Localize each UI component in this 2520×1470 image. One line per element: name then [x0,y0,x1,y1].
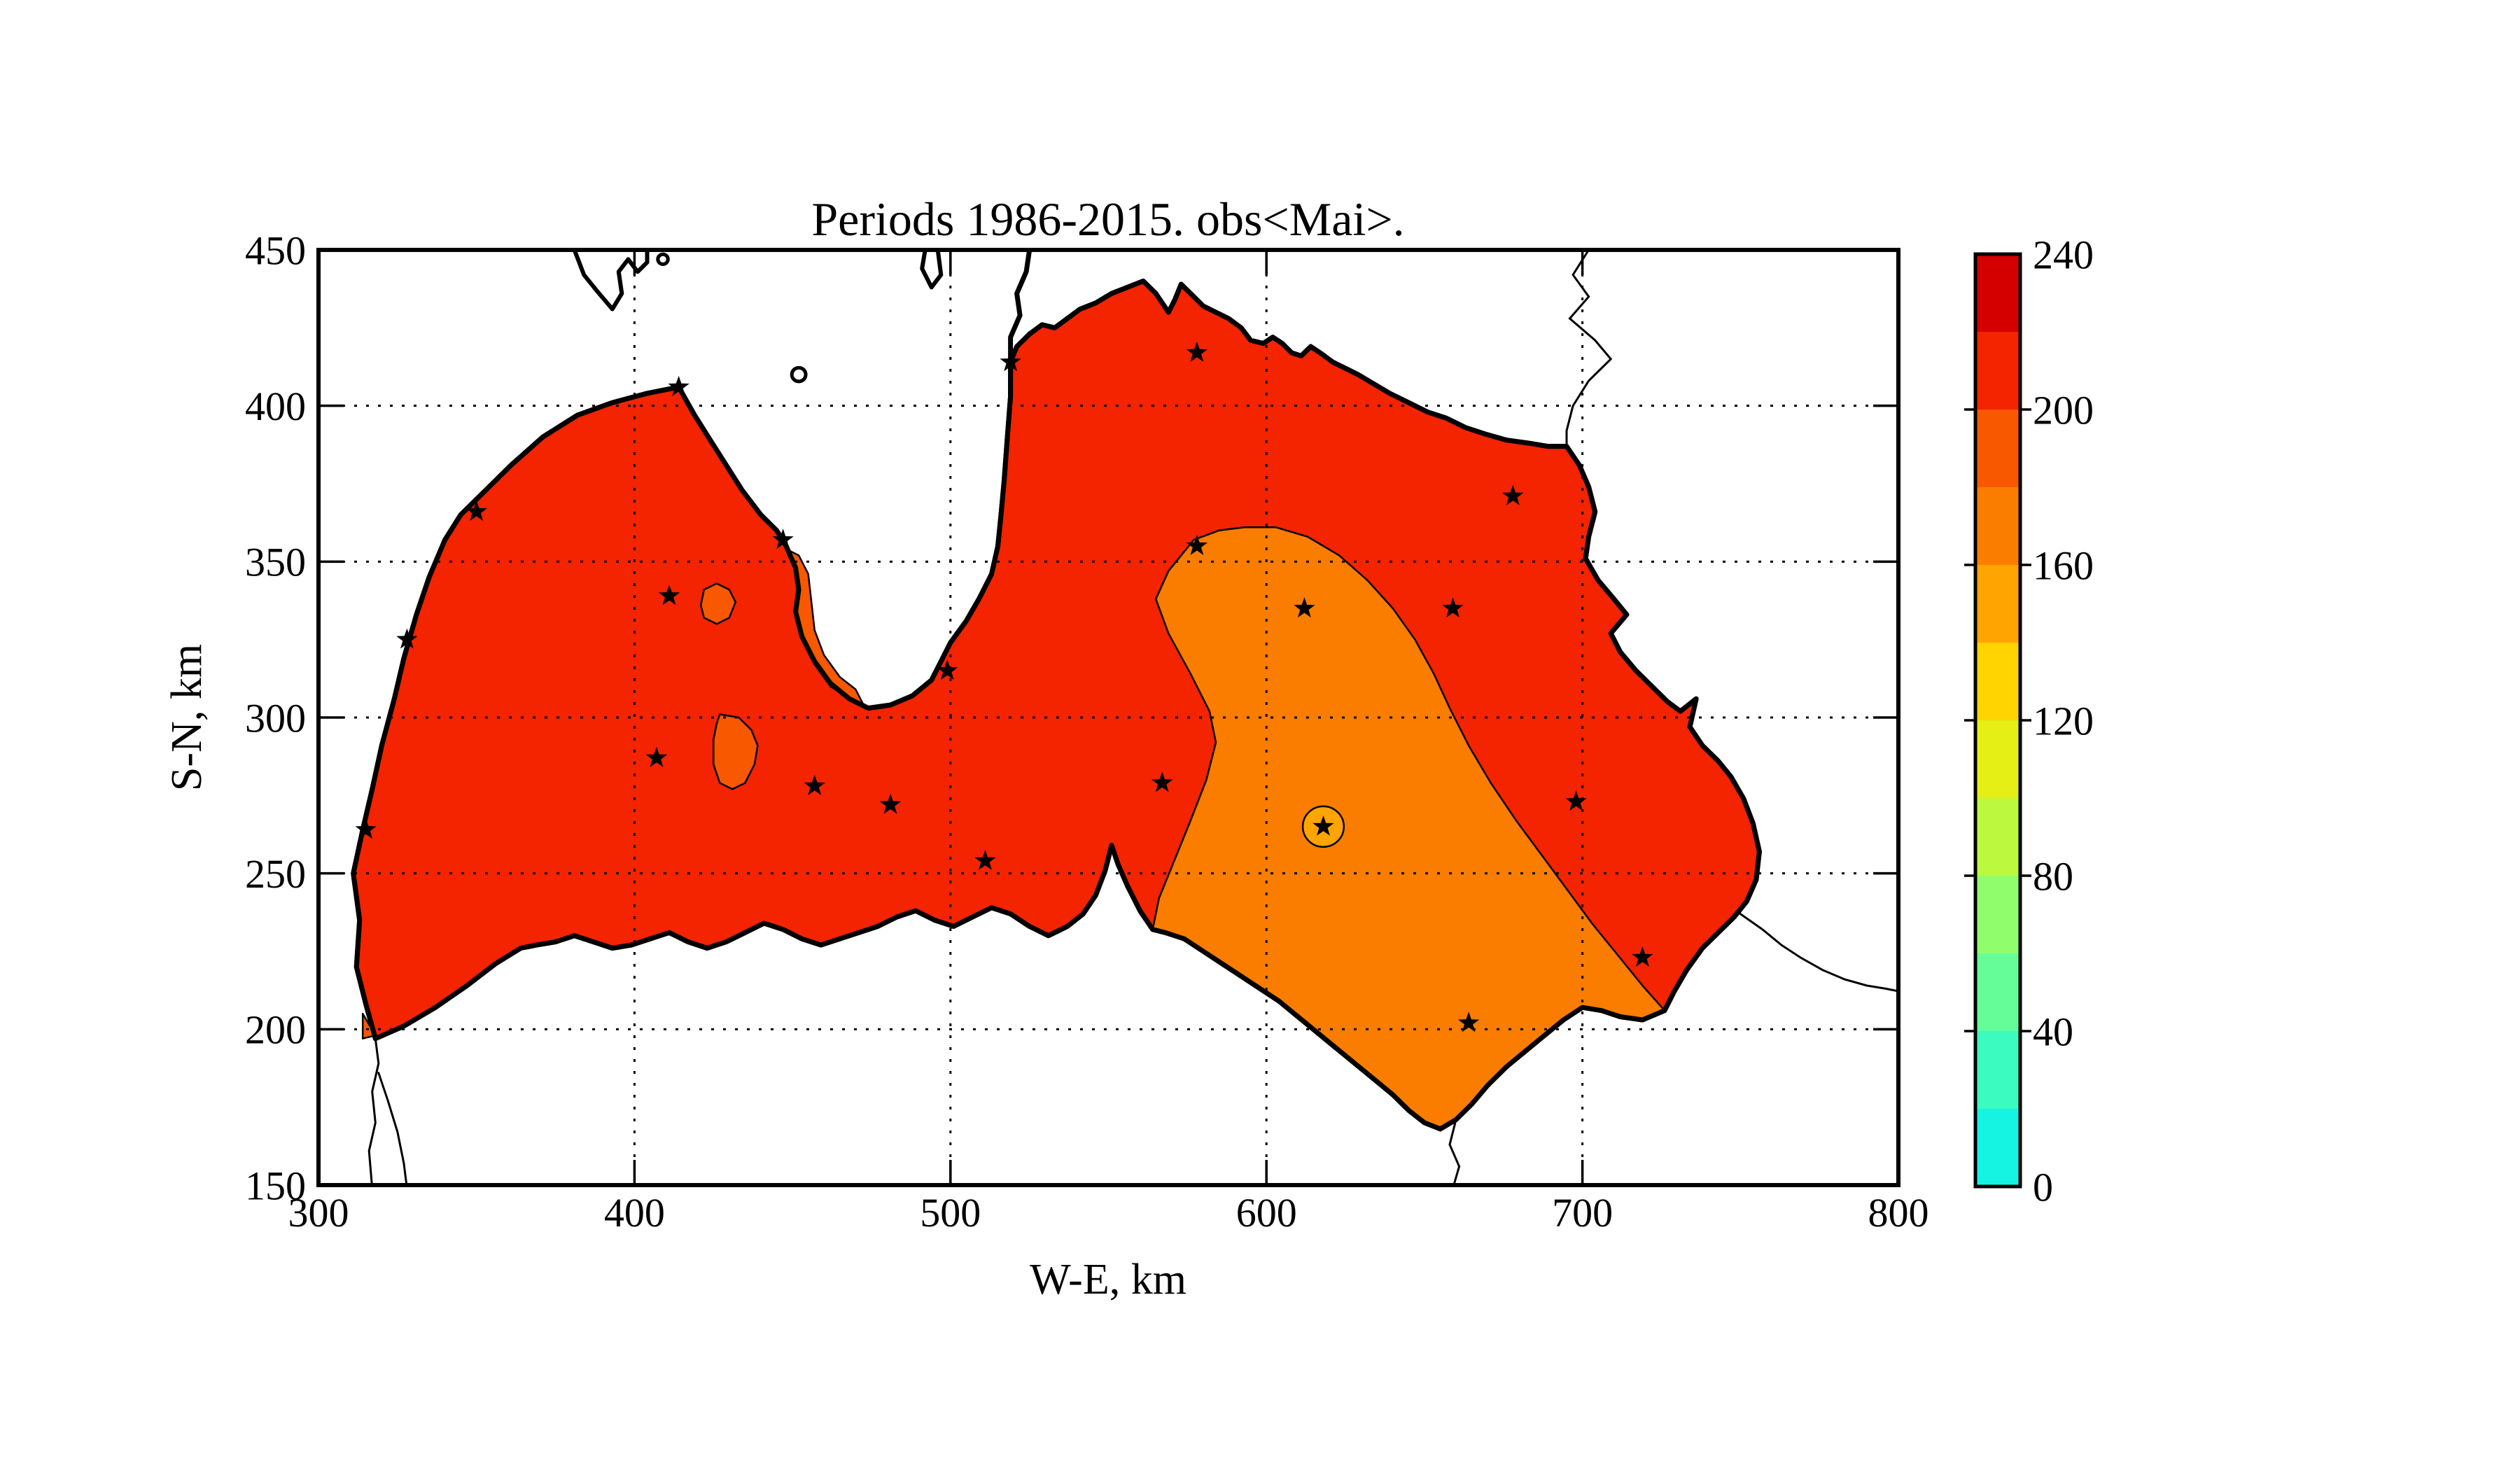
colorbar-band-20-40 [1975,1031,2020,1109]
colorbar-tick-label-80: 80 [2033,853,2073,899]
tick-labels: 300 400 500 600 700 800 150 200 250 300 350 400 450 [245,227,1929,1236]
foreign-border-line-4 [377,1072,408,1185]
colorbar-tick-label-240: 240 [2033,232,2094,277]
colorbar-band-40-60 [1975,953,2020,1031]
west-round-contour-patch [699,582,737,625]
station-marker-7 [804,775,825,795]
station-marker-16 [974,849,996,870]
station-marker-18 [1312,815,1334,836]
station-marker-10 [1186,342,1208,362]
x-tick-label-300: 300 [288,1190,349,1236]
x-tick-label-700: 700 [1552,1190,1613,1236]
y-tick-label-200: 200 [245,1007,306,1053]
station-marker-14 [1442,597,1464,618]
station-marker-15 [879,793,902,814]
small-islet-outline-1 [790,365,808,384]
station-marker-3 [668,375,690,396]
colorbar-band-200-220 [1975,332,2020,410]
colorbar-tick-label-160: 160 [2033,542,2094,588]
y-axis-label: S-N, km [163,644,211,791]
station-marker-6 [645,746,668,767]
y-tick-label-400: 400 [245,384,306,429]
x-axis-label: W-E, km [1030,1256,1186,1303]
station-marker-21 [1457,1011,1480,1032]
x-tick-label-400: 400 [604,1190,665,1236]
colorbar-band-140-160 [1975,565,2020,643]
estonia-mainland-coastline [1008,250,1032,365]
colorbar-tick-label-40: 40 [2033,1009,2073,1054]
colorbar-band-60-80 [1975,876,2020,953]
station-marker-2 [465,500,487,521]
foreign-border-line-2 [1448,1119,1461,1185]
colorbar: 0 40 80 120 160 200 240 [1964,232,2094,1210]
colorbar-band-80-100 [1975,798,2020,876]
station-marker-4 [772,528,794,550]
foreign-border-line-1 [1739,913,1898,993]
foreign-border-line-3 [368,1037,380,1185]
colorbar-tick-label-200: 200 [2033,387,2094,433]
colorbar-band-160-180 [1975,487,2020,565]
x-tick-label-600: 600 [1236,1190,1297,1236]
y-tick-label-450: 450 [245,227,306,273]
station-marker-9 [1000,351,1021,372]
colorbar-tick-label-0: 0 [2033,1164,2053,1210]
x-tick-label-500: 500 [920,1190,981,1236]
foreign-border-line-0 [1565,250,1613,448]
y-tick-label-350: 350 [245,540,306,585]
colorbar-band-180-200 [1975,410,2020,487]
colorbar-band-220-240 [1975,254,2020,332]
station-marker-0 [355,818,377,839]
estonian-island-outline-0 [572,250,650,312]
station-marker-17 [1152,771,1173,792]
station-marker-8 [937,659,958,680]
colorbar-band-0-20 [1975,1109,2020,1186]
small-islet-outline-0 [656,252,670,266]
map-layer [351,250,1898,1185]
latvia-country-outline [351,279,1762,1132]
station-marker-11 [1186,535,1208,555]
station-marker-13 [1502,484,1524,505]
y-tick-label-150: 150 [245,1163,306,1208]
colorbar-tick-label-120: 120 [2033,698,2094,743]
x-tick-label-800: 800 [1868,1190,1929,1236]
y-tick-label-300: 300 [245,695,306,741]
grid-layer [318,250,1898,1185]
station-marker-5 [658,584,680,606]
station-marker-12 [1294,597,1315,618]
station-marker-19 [1565,790,1587,811]
colorbar-band-100-120 [1975,720,2020,798]
station-marker-1 [396,628,418,649]
colorbar-band-120-140 [1975,643,2020,720]
plot-title: Periods 1986-2015. obs<Mai>. [811,192,1404,246]
tick-marks [317,248,1900,1186]
y-tick-label-250: 250 [245,851,306,897]
station-marker-20 [1632,946,1653,967]
west-elongated-contour-patch [713,713,759,790]
estonian-island-outline-1 [920,250,944,290]
